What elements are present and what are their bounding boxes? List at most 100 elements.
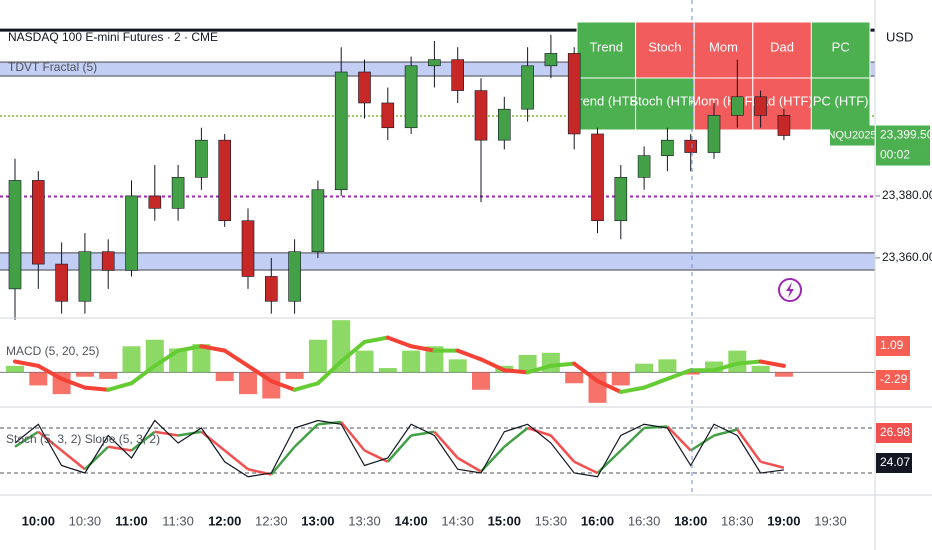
signal-segment (409, 344, 437, 353)
candle-body (684, 139, 698, 153)
candle-body (451, 59, 465, 91)
candle-body (171, 177, 185, 209)
signal-segment (292, 381, 320, 392)
price-tag (876, 125, 930, 146)
candle-body (31, 180, 45, 265)
dashboard-cell (635, 77, 695, 131)
dashboard-label: Stoch (648, 39, 681, 54)
signal-segment (82, 385, 111, 392)
candle-body (288, 251, 301, 302)
value-box-label: 26.98 (880, 425, 910, 439)
x-tick-label: 16:00 (581, 513, 614, 528)
d-segment (270, 445, 296, 476)
signal-segment (525, 363, 553, 375)
dashboard-cell (635, 21, 695, 79)
x-tick-label: 19:30 (814, 513, 847, 528)
dashboard-cell (810, 21, 871, 79)
x-tick-label: 12:00 (208, 513, 241, 528)
signal-segment (735, 359, 763, 366)
signal-segment (362, 335, 390, 344)
d-segment (736, 428, 762, 463)
signal-segment (479, 357, 507, 373)
signal-segment (385, 335, 414, 349)
signal-segment (665, 368, 693, 381)
candle-body (637, 155, 651, 178)
alert-bolt (786, 282, 794, 298)
d-segment (644, 425, 668, 430)
histogram-bar (402, 350, 421, 373)
d-segment (760, 460, 785, 469)
candle-body (707, 115, 721, 153)
value-box (876, 336, 910, 356)
dashboard-label: Dad (770, 39, 794, 54)
candle-body (101, 251, 115, 271)
x-tick-label: 19:00 (767, 513, 800, 528)
x-tick-label: 16:30 (628, 513, 661, 528)
x-tick-label: 14:00 (394, 513, 427, 528)
dashboard-cell (752, 21, 812, 79)
candle-body (730, 96, 744, 116)
countdown-box (876, 145, 930, 166)
value-box (876, 453, 912, 473)
signal-segment (13, 359, 41, 368)
d-segment (549, 434, 576, 463)
signal-segment (129, 363, 157, 386)
dashboard-cell (576, 77, 637, 131)
candle-body (428, 59, 441, 67)
signal-segment (548, 361, 577, 368)
d-segment (713, 428, 738, 437)
candle-body (404, 65, 418, 129)
histogram-bar (192, 344, 211, 373)
candle-body (777, 115, 791, 136)
value-box-label: 1.09 (880, 338, 904, 352)
d-segment (619, 427, 645, 452)
d-segment (108, 445, 132, 452)
dashboard-label: PC (832, 39, 850, 54)
histogram-bar (6, 365, 24, 373)
y-tick-label: 23,360.00 (882, 250, 932, 264)
candle-body (78, 251, 92, 302)
candle-body (241, 220, 255, 277)
histogram-bar (425, 346, 444, 373)
histogram-bar (635, 363, 654, 373)
histogram-bar (611, 372, 630, 386)
candle-body (521, 65, 534, 110)
candle-body (8, 180, 22, 290)
histogram-bar (448, 359, 467, 373)
x-tick-label: 18:30 (721, 513, 754, 528)
d-segment (317, 420, 342, 426)
signal-segment (595, 379, 623, 394)
d-segment (177, 430, 202, 437)
candle-body (264, 276, 278, 302)
signal-segment (642, 376, 670, 390)
histogram-bar (332, 320, 351, 373)
signal-segment (712, 361, 740, 373)
signal-segment (758, 359, 786, 368)
d-segment (130, 430, 156, 452)
indicator-title: TDVT Fractal (5) (8, 60, 97, 74)
histogram-bar (215, 372, 234, 382)
histogram-bar (75, 372, 94, 377)
x-tick-label: 15:30 (535, 513, 568, 528)
d-segment (457, 456, 482, 473)
candle-body (55, 263, 68, 302)
x-tick-label: 10:00 (22, 513, 55, 528)
histogram-bar (239, 372, 257, 395)
candle-body (661, 139, 674, 156)
d-segment (573, 460, 599, 475)
x-tick-label: 14:30 (441, 513, 474, 528)
dashboard-label: PC (HTF) (813, 93, 869, 108)
signal-segment (36, 363, 64, 381)
histogram-bar (472, 372, 490, 390)
candle-body (358, 71, 371, 104)
histogram-bar (122, 346, 141, 373)
candle-body (591, 133, 604, 222)
signal-segment (618, 385, 647, 394)
d-segment (200, 430, 226, 452)
histogram-bar (751, 365, 770, 373)
signal-segment (106, 381, 134, 392)
signal-segment (455, 348, 483, 362)
indicator-title: Stoch (5, 3, 2) Slope (5, 3, 2) (6, 432, 160, 446)
currency: USD (886, 29, 913, 44)
x-tick-label: 13:00 (301, 513, 334, 528)
